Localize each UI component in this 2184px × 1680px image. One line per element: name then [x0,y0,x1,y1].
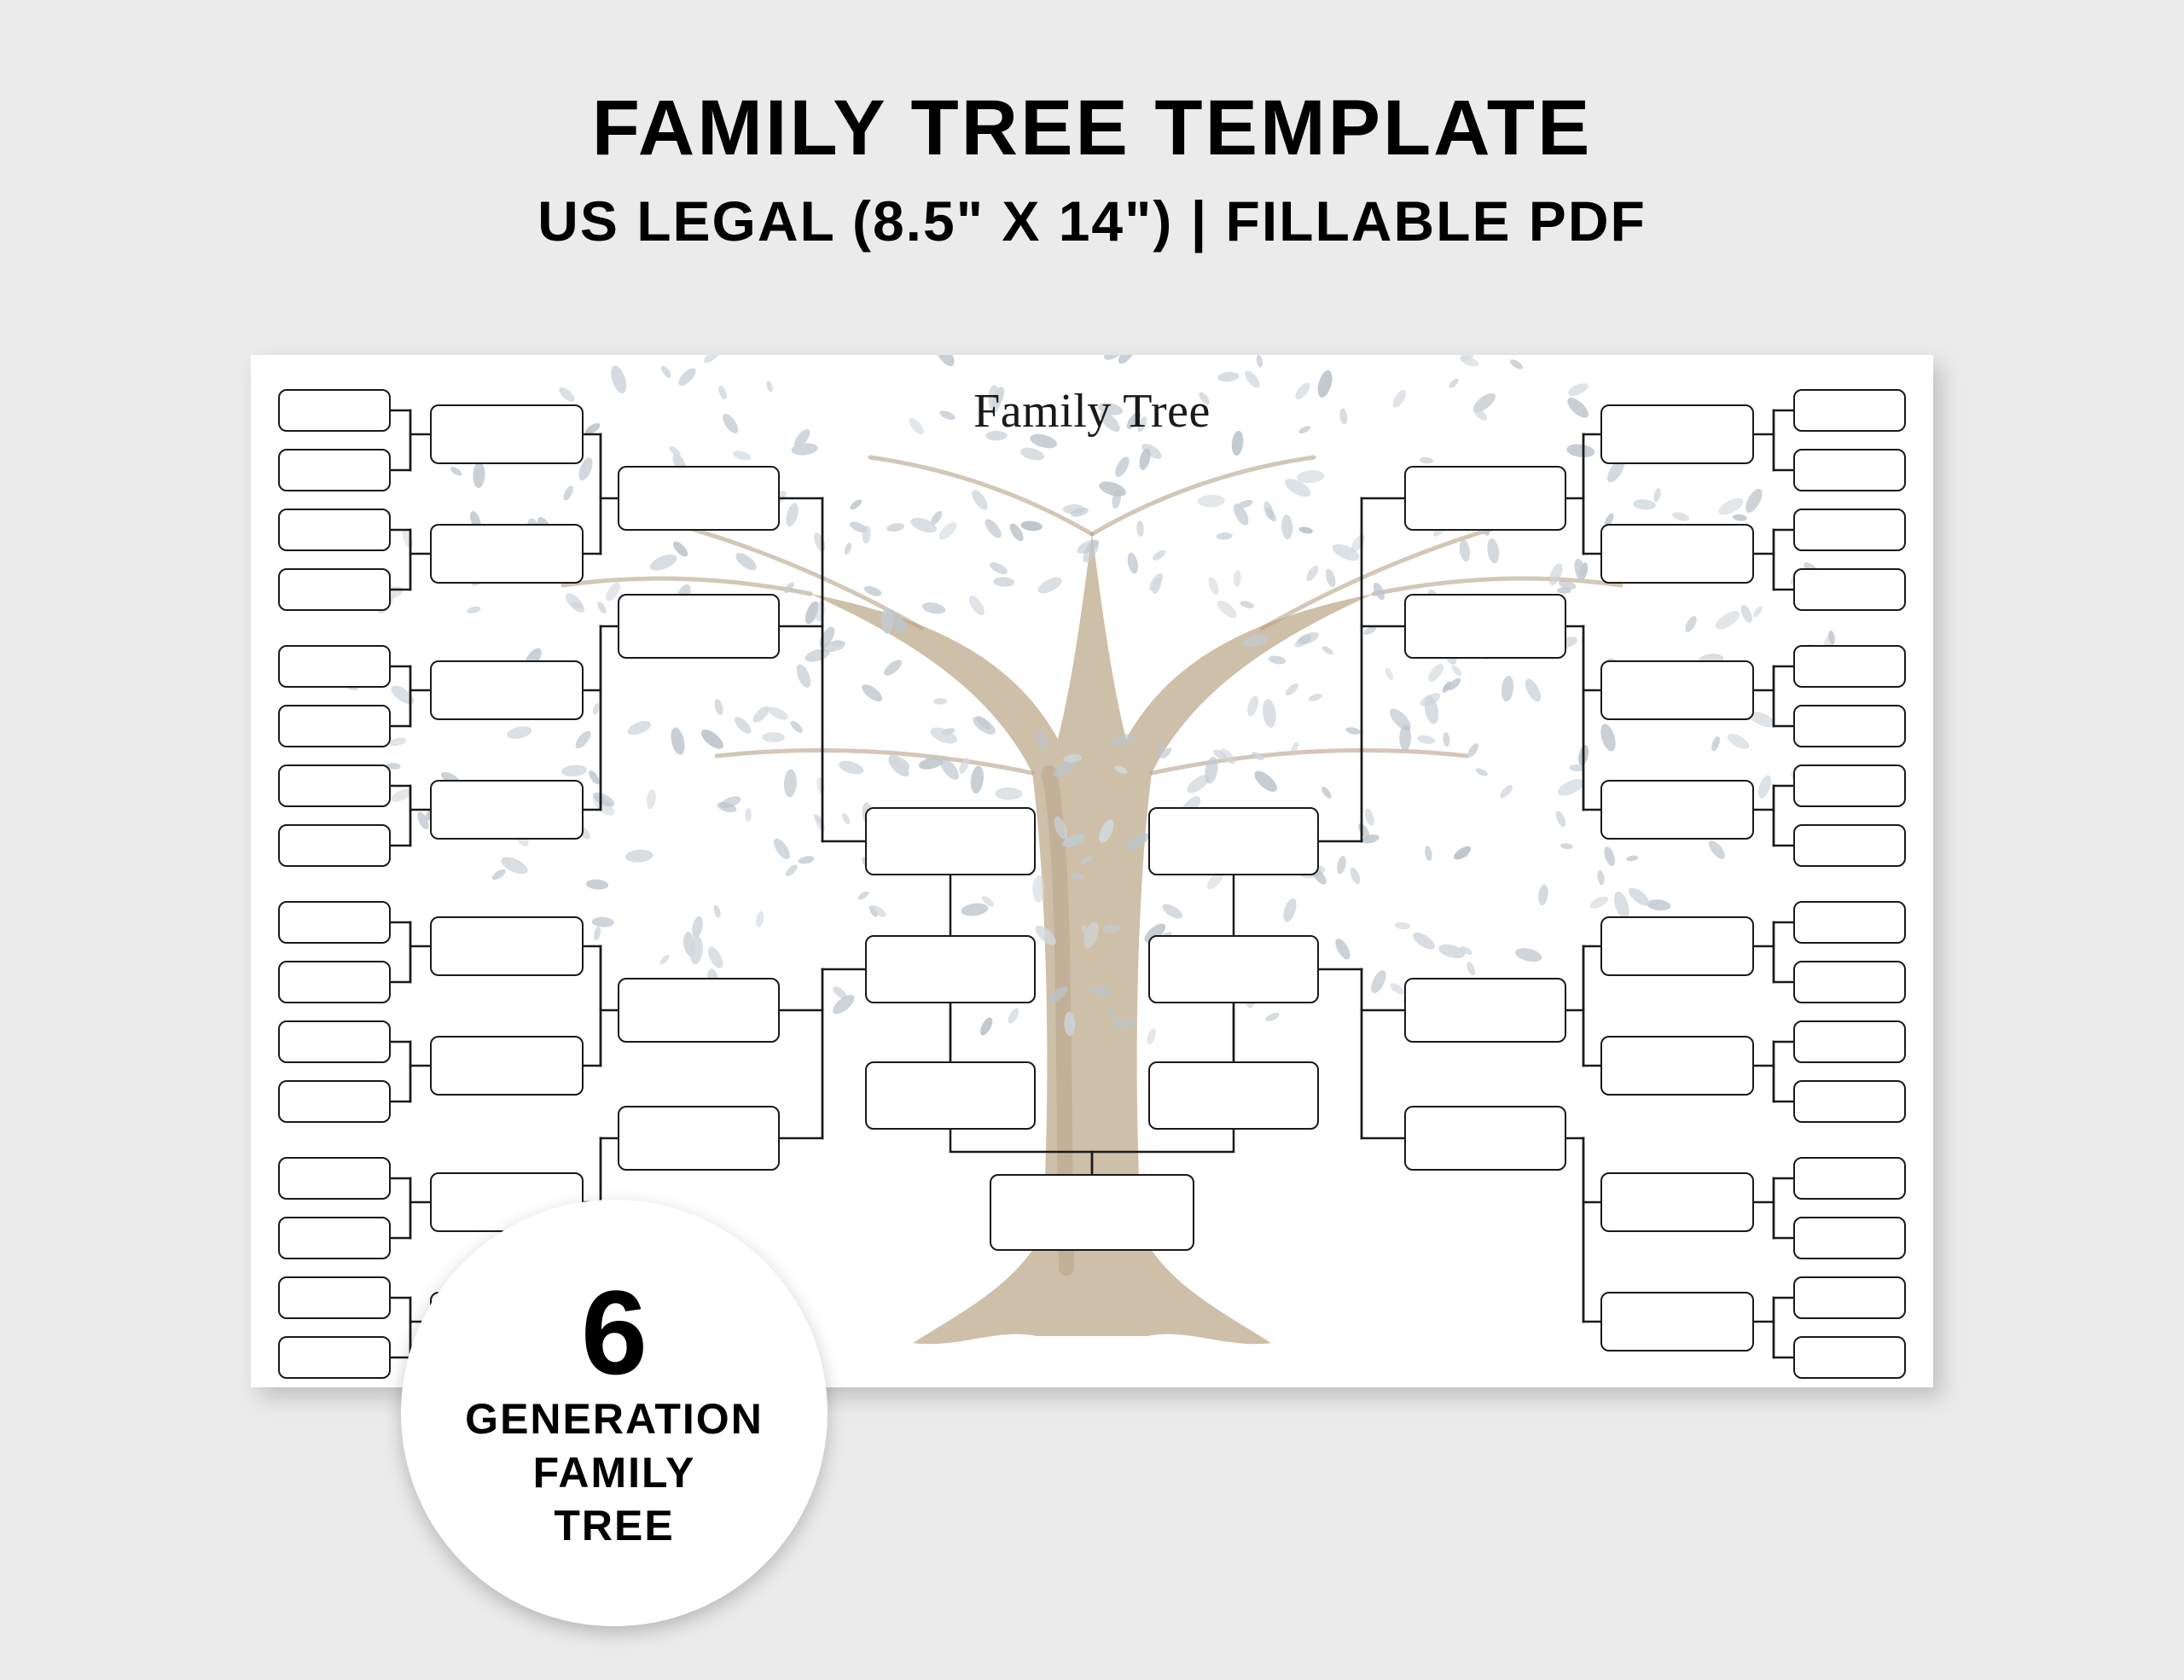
tree-node-ggR1[interactable] [1404,466,1566,531]
tree-node-g5R4[interactable] [1600,780,1754,840]
tree-node-ggR4[interactable] [1404,1106,1566,1171]
tree-node-gR1[interactable] [1148,807,1319,875]
tree-node-g6L7[interactable] [278,764,391,807]
tree-node-g6L5[interactable] [278,645,391,688]
tree-node-g6L16[interactable] [278,1336,391,1379]
tree-node-g6L9[interactable] [278,901,391,944]
tree-node-g6L3[interactable] [278,509,391,551]
tree-node-g5R2[interactable] [1600,524,1754,584]
tree-node-p1[interactable] [865,1061,1036,1130]
main-title: FAMILY TREE TEMPLATE [0,84,2184,173]
badge-line-3: TREE [554,1499,674,1553]
badge-number: 6 [581,1273,648,1392]
tree-node-root[interactable] [990,1174,1194,1251]
tree-node-g6L8[interactable] [278,824,391,867]
tree-node-g6L12[interactable] [278,1080,391,1123]
tree-node-g5L2[interactable] [430,524,584,584]
tree-node-g6R8[interactable] [1793,824,1906,867]
tree-node-g5R3[interactable] [1600,660,1754,720]
tree-node-g6R1[interactable] [1793,389,1906,432]
tree-node-g6R7[interactable] [1793,764,1906,807]
tree-node-ggR3[interactable] [1404,978,1566,1043]
tree-node-g6R5[interactable] [1793,645,1906,688]
tree-node-g5R7[interactable] [1600,1172,1754,1232]
tree-node-g6L2[interactable] [278,449,391,491]
tree-node-g6R12[interactable] [1793,1080,1906,1123]
tree-node-g6L6[interactable] [278,705,391,747]
tree-node-g6L15[interactable] [278,1276,391,1319]
tree-node-ggL1[interactable] [618,466,780,531]
tree-node-ggL3[interactable] [618,978,780,1043]
tree-node-g6R3[interactable] [1793,509,1906,551]
tree-node-g6L14[interactable] [278,1217,391,1259]
tree-node-g5L6[interactable] [430,1036,584,1096]
header: FAMILY TREE TEMPLATE US LEGAL (8.5" X 14… [0,0,2184,253]
tree-node-g6R11[interactable] [1793,1020,1906,1063]
tree-node-g5L4[interactable] [430,780,584,840]
tree-node-g6R6[interactable] [1793,705,1906,747]
tree-node-g5R8[interactable] [1600,1292,1754,1352]
tree-node-g6L4[interactable] [278,568,391,611]
tree-node-g6R13[interactable] [1793,1157,1906,1200]
tree-node-ggL2[interactable] [618,594,780,659]
tree-node-g5L3[interactable] [430,660,584,720]
tree-node-gL2[interactable] [865,935,1036,1003]
tree-node-g6R4[interactable] [1793,568,1906,611]
tree-node-g6R16[interactable] [1793,1336,1906,1379]
tree-node-gL1[interactable] [865,807,1036,875]
tree-node-g6R14[interactable] [1793,1217,1906,1259]
tree-node-p2[interactable] [1148,1061,1319,1130]
tree-node-g6L10[interactable] [278,961,391,1003]
badge-line-1: GENERATION [465,1392,764,1446]
tree-node-ggL4[interactable] [618,1106,780,1171]
subtitle: US LEGAL (8.5" X 14") | FILLABLE PDF [0,189,2184,253]
tree-node-g6L11[interactable] [278,1020,391,1063]
tree-node-g5L1[interactable] [430,404,584,464]
badge-line-2: FAMILY [533,1446,696,1500]
tree-node-g6L13[interactable] [278,1157,391,1200]
tree-node-g5R1[interactable] [1600,404,1754,464]
tree-node-g5L5[interactable] [430,916,584,976]
tree-node-gR2[interactable] [1148,935,1319,1003]
tree-node-g5R5[interactable] [1600,916,1754,976]
tree-node-g6R15[interactable] [1793,1276,1906,1319]
tree-node-ggR2[interactable] [1404,594,1566,659]
generation-badge: 6 GENERATION FAMILY TREE [401,1200,828,1626]
tree-node-g6R2[interactable] [1793,449,1906,491]
tree-node-g5R6[interactable] [1600,1036,1754,1096]
tree-node-g6L1[interactable] [278,389,391,432]
tree-node-g6R9[interactable] [1793,901,1906,944]
tree-node-g6R10[interactable] [1793,961,1906,1003]
